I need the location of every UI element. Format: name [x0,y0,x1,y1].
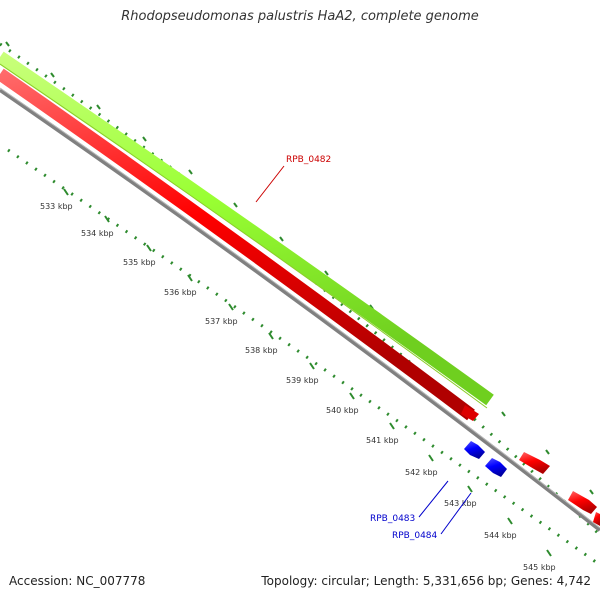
scale-label: 538 kbp [245,346,278,355]
scale-major-tick [309,362,315,370]
scale-label: 542 kbp [405,468,438,477]
gene-red-small-2[interactable] [568,491,597,514]
scale-label: 536 kbp [164,288,197,297]
scale-label: 535 kbp [123,258,156,267]
scale-major-tick [389,422,395,430]
outer-major-tick [188,169,193,175]
scale-labels: 533 kbp 534 kbp 535 kbp 536 kbp 537 kbp 538 k… [40,202,556,572]
genome-backbone-highlight [0,87,600,529]
scale-major-tick [507,517,513,525]
scale-major-tick [104,215,110,223]
gene-rpb-0482[interactable] [0,68,475,421]
accession-text: Accession: NC_007778 [9,574,146,588]
scale-label: 537 kbp [205,317,238,326]
scale-label: 544 kbp [484,531,517,540]
outer-major-tick [96,104,101,110]
outer-major-tick [5,41,10,47]
gene-red-small-1[interactable] [519,452,550,474]
scale-label: 539 kbp [286,376,319,385]
scale-major-tick [228,303,234,311]
highlight-feature-band [0,51,494,406]
scale-major-tick [546,549,552,557]
gene-red-small-3[interactable] [593,512,600,526]
gene-rpb-0482-arrowhead [461,405,479,421]
scale-label: 545 kbp [523,563,556,572]
scale-major-tick [467,485,473,493]
outer-major-tick [279,236,284,242]
outer-major-tick [233,202,238,208]
label-line-rpb-0482 [255,165,285,203]
scale-major-tick [268,332,274,340]
gene-rpb-0484[interactable] [485,458,507,477]
genome-backbone [0,88,600,532]
label-line-rpb-0484 [440,492,472,535]
label-line-rpb-0483 [418,480,449,518]
outer-major-tick [545,449,550,455]
scale-label: 541 kbp [366,436,399,445]
scale-label: 533 kbp [40,202,73,211]
scale-major-tick [349,392,355,400]
outer-major-tick [589,489,594,495]
outer-major-tick [50,72,55,78]
scale-major-tick [146,244,152,252]
outer-major-tick [142,136,147,142]
topology-summary: Topology: circular; Length: 5,331,656 bp… [261,574,591,588]
scale-major-tick [428,454,434,462]
genome-title: Rhodopseudomonas palustris HaA2, complet… [121,9,479,24]
gene-rpb-0483[interactable] [464,441,485,459]
scale-major-tick [63,188,69,196]
scale-major-tick [187,274,193,282]
scale-label: 540 kbp [326,406,359,415]
highlight-feature-band-edge [0,63,488,409]
inner-major-ticks [63,188,552,557]
label-rpb-0483[interactable]: RPB_0483 [370,514,415,524]
label-rpb-0484[interactable]: RPB_0484 [392,531,438,541]
label-rpb-0482[interactable]: RPB_0482 [286,155,331,165]
outer-major-tick [501,411,506,417]
outer-major-tick [324,270,329,276]
scale-label: 534 kbp [81,229,114,238]
scale-label: 543 kbp [444,499,477,508]
inner-tick-ring [7,148,600,567]
